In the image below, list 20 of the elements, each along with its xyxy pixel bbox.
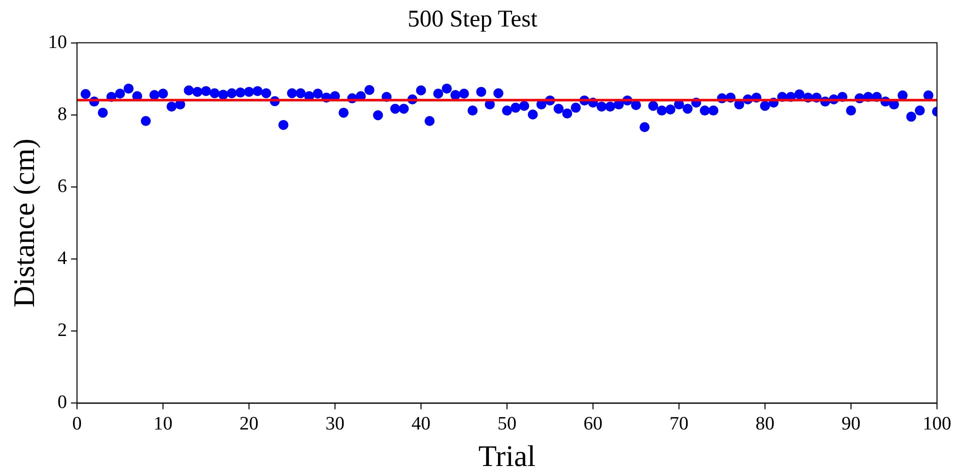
x-tick-label: 60 [584, 414, 602, 435]
x-tick-label: 90 [842, 414, 860, 435]
x-tick-label: 80 [756, 414, 774, 435]
y-tick-label: 2 [58, 320, 67, 342]
y-tick-label: 4 [58, 248, 68, 270]
x-tick-label: 40 [412, 414, 430, 435]
x-tick-label: 100 [922, 414, 952, 435]
chart-title: 500 Step Test [408, 6, 538, 33]
x-tick-label: 50 [498, 414, 516, 435]
y-tick-label: 8 [58, 104, 67, 125]
x-tick-label: 0 [72, 414, 82, 435]
y-tick-label: 6 [58, 176, 67, 197]
y-tick-label: 0 [58, 392, 67, 414]
x-tick-label: 10 [154, 414, 172, 435]
x-axis-title: Trial [478, 440, 536, 473]
x-tick-label: 30 [326, 414, 344, 435]
x-tick-label: 20 [240, 414, 258, 435]
x-tick-label: 70 [670, 414, 688, 435]
y-axis-title: Distance (cm) [8, 138, 41, 308]
y-tick-label: 10 [48, 32, 67, 53]
